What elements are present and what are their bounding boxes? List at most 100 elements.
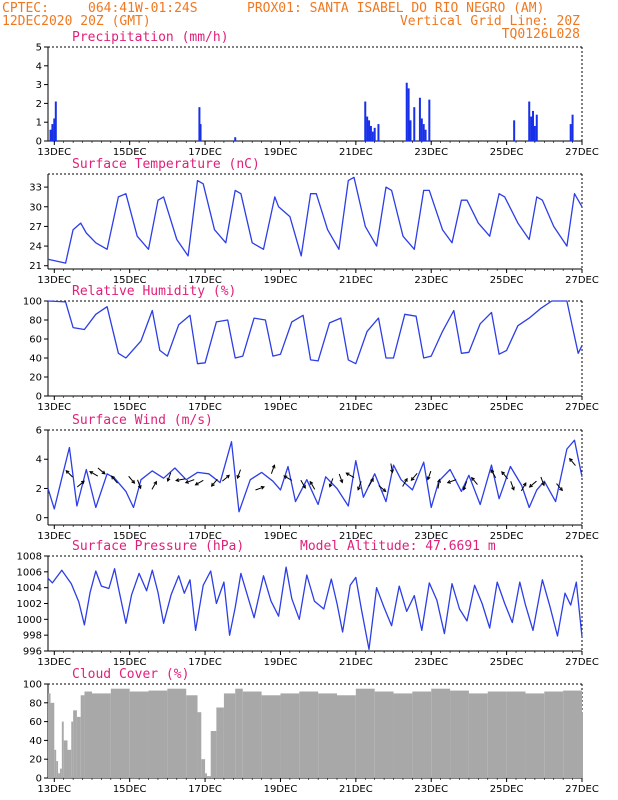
wind-arrow-shaft <box>76 480 85 488</box>
panel-title-pressure: Surface Pressure (hPa) <box>72 539 244 554</box>
precip-bar <box>54 101 57 141</box>
precip-bar <box>373 127 376 141</box>
x-tick-label: 25DEC <box>490 531 524 542</box>
wind-arrow <box>283 475 293 481</box>
y-tick-label: 0 <box>36 392 42 403</box>
x-tick-label: 21DEC <box>339 657 373 668</box>
precip-bar <box>530 116 533 141</box>
x-tick-label: 21DEC <box>339 275 373 286</box>
x-tick-label: 15DEC <box>113 275 147 286</box>
wind-arrow <box>390 463 394 474</box>
wind-arrow-shaft <box>510 481 515 490</box>
panel-humidity: Relative Humidity (%) 0 20 40 60 80 100 13DEC 15… <box>23 284 599 413</box>
y-tick-label: 20 <box>29 755 42 766</box>
wind-arrow-shaft <box>427 470 432 480</box>
precip-bar <box>366 116 369 141</box>
y-tick-label: 4 <box>36 61 42 72</box>
wind-arrow-shaft <box>97 467 106 475</box>
x-tick-label: 27DEC <box>565 402 599 413</box>
wind-arrow-head <box>89 471 94 475</box>
x-tick-label: 13DEC <box>37 657 71 668</box>
cloud-bar <box>393 693 413 778</box>
wind-arrow-shaft <box>490 469 497 478</box>
cloud-bar <box>450 690 469 778</box>
panel-cloud: Cloud Cover (%) 0 20 40 60 80 100 13DEC 15DEC 17D… <box>23 667 599 795</box>
wind-arrow-shaft <box>368 478 374 487</box>
wind-arrow <box>175 478 186 482</box>
cloud-bar <box>63 740 68 778</box>
wind-arrow-head <box>283 475 288 479</box>
wind-arrow-shaft <box>270 465 275 474</box>
precip-bar <box>513 120 516 141</box>
cloud-bar <box>582 712 583 778</box>
x-tick-label: 17DEC <box>188 147 222 158</box>
x-tick-label: 25DEC <box>490 147 524 158</box>
wind-arrow <box>210 478 218 487</box>
wind-arrow-head <box>501 471 505 476</box>
x-tick-label: 27DEC <box>565 147 599 158</box>
panels: Precipitation (mm/h) 0 1 2 3 4 5 13DEC 15DEC 17DE… <box>17 30 599 795</box>
wind-arrow-head <box>137 485 142 490</box>
x-tick-label: 21DEC <box>339 147 373 158</box>
wind-arrow-shaft <box>463 481 468 490</box>
wind-arrow <box>309 480 316 490</box>
x-tick-label: 25DEC <box>490 784 524 795</box>
precip-bar <box>533 125 536 141</box>
x-tick-label: 27DEC <box>565 275 599 286</box>
y-tick-label: 30 <box>29 202 42 213</box>
panel-temperature: Surface Temperature (nC) 21 24 27 30 33 13DEC 1… <box>29 157 599 286</box>
wind-arrow-shaft <box>195 479 204 486</box>
x-tick-label: 21DEC <box>339 531 373 542</box>
y-tick-label: 1002 <box>17 599 42 610</box>
x-tick-label: 23DEC <box>414 147 448 158</box>
wind-arrow-shaft <box>338 473 343 483</box>
cloud-bar <box>58 773 60 778</box>
cloud-bar <box>197 712 202 778</box>
x-tick-label: 21DEC <box>339 402 373 413</box>
precip-bar <box>418 97 421 141</box>
wind-arrow-shaft <box>437 479 441 489</box>
wind-arrow <box>270 464 276 474</box>
wind-arrow-shaft <box>346 472 355 478</box>
cloud-bar <box>216 707 224 778</box>
wind-arrow <box>540 476 545 487</box>
wind-arrow <box>97 467 106 475</box>
x-tick-label: 13DEC <box>37 784 71 795</box>
wind-arrow-head <box>490 468 495 474</box>
wind-arrow-head <box>437 478 442 483</box>
x-tick-label: 13DEC <box>37 275 71 286</box>
cloud-bar <box>84 691 92 778</box>
wind-arrow-head <box>446 479 451 484</box>
series-line-humidity <box>47 300 583 365</box>
cloud-bar <box>61 721 64 778</box>
wind-arrow-shaft <box>111 475 118 484</box>
precip-bar <box>198 107 201 141</box>
cloud-bar <box>54 749 57 778</box>
y-tick-label: 60 <box>29 335 42 346</box>
wind-arrow-head <box>101 470 106 475</box>
wind-arrow-shaft <box>378 485 386 492</box>
y-tick-label: 0 <box>36 137 42 148</box>
cloud-bar <box>280 693 300 778</box>
y-tick-label: 21 <box>29 261 42 272</box>
y-tick-label: 27 <box>29 222 42 233</box>
y-tick-label: 4 <box>36 455 42 466</box>
wind-arrow-head <box>390 469 394 474</box>
wind-arrow-head <box>471 476 475 481</box>
wind-arrow-shaft <box>255 486 265 491</box>
y-tick-label: 3 <box>36 80 42 91</box>
wind-arrow <box>462 481 468 491</box>
wind-arrow <box>471 476 478 485</box>
wind-arrow-head <box>225 474 230 479</box>
x-tick-label: 17DEC <box>188 784 222 795</box>
wind-arrow <box>76 480 85 488</box>
wind-arrow-head <box>184 479 189 484</box>
y-tick-label: 100 <box>23 680 42 691</box>
wind-arrow-head <box>210 482 215 487</box>
wind-arrow <box>328 478 334 488</box>
precip-bar <box>53 118 56 141</box>
wind-arrow-head <box>166 477 171 482</box>
panel-wind: Surface Wind (m/s) 0 2 4 6 13DEC 15DEC 17DEC 19D… <box>36 413 599 542</box>
wind-arrow-head <box>382 488 387 493</box>
wind-arrow-head <box>426 476 431 481</box>
